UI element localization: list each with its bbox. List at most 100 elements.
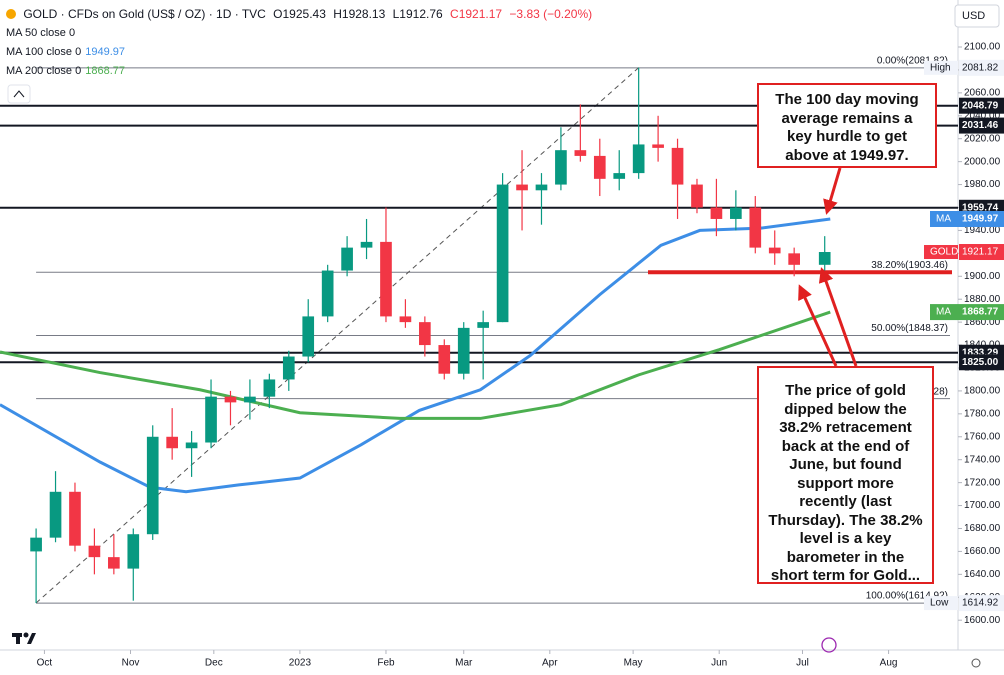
candle-body [768,247,781,254]
moving-average [0,310,831,420]
candle-body [788,253,800,265]
candle-body [457,327,470,374]
y-tick-label: 1600.00 [964,615,1001,626]
arrow [818,267,858,367]
price-tag-name: Low [930,598,949,609]
fib-label: 50.00%(1848.37) [871,323,948,334]
candle-body [341,247,353,271]
level-tag [959,117,1004,134]
candle-body [477,322,489,328]
candle-body [671,147,684,185]
y-tick-label: 1660.00 [964,546,1001,557]
candle-body [205,396,217,443]
ma-tag-bg [930,210,1004,227]
x-tick-label: Feb [377,658,395,669]
price-tag-name-bg [924,245,958,260]
level-label: 2031.46 [962,120,999,131]
candle-body [224,396,237,403]
level-label: 1959.74 [962,202,999,213]
x-tick-label: Dec [205,658,223,669]
legend-ma50: MA 50 close 0 [6,27,79,39]
y-tick-label: 2000.00 [964,156,1001,167]
y-tick-label: 2020.00 [964,133,1001,144]
candle-body [749,207,762,248]
arrow [798,284,838,367]
candle-body [438,345,451,374]
ma-tag: MA [936,214,951,225]
price-tag-bg [959,59,1004,76]
candle-body [146,436,159,535]
candle-body [321,270,334,317]
price-tag-bg [959,595,1004,612]
collapse-button[interactable] [7,84,31,104]
candle-body [108,557,120,569]
moving-average [0,217,831,494]
legend-value: 1949.97 [85,46,125,58]
candle-body [127,534,140,569]
candle-body [419,322,431,346]
legend-ma100: MA 100 close 0 1949.97 [6,46,129,58]
legend-label: MA 200 close 0 [6,65,82,77]
currency-button[interactable] [954,4,1000,28]
x-tick-label: May [624,658,643,669]
ma-value: 1868.77 [962,307,999,318]
legend-ma200: MA 200 close 0 1868.77 [6,65,129,77]
annotation: The price of gold dipped below the 38.2%… [757,366,934,584]
y-tick-label: 1680.00 [964,523,1001,534]
y-tick-label: 1740.00 [964,454,1001,465]
close: C1921.17 [450,7,503,21]
symbol: GOLD · CFDs on Gold (US$ / OZ) · 1D · TV… [23,7,266,21]
price-tag: 1921.17 [962,247,999,258]
annotation: The 100 day moving average remains a key… [757,83,937,168]
candle-body [399,316,412,323]
open: O1925.43 [273,7,326,21]
level-label: 2048.79 [962,100,999,111]
candle-body [380,241,392,317]
y-tick-label: 1700.00 [964,500,1001,511]
fib-label: 100.00%(1614.92) [866,591,948,602]
symbol-header: GOLD · CFDs on Gold (US$ / OZ) · 1D · TV… [6,7,596,21]
x-tick-label: Aug [880,658,898,669]
collapse-icon [13,90,25,98]
y-tick-label: 1900.00 [964,271,1001,282]
level-tag [959,97,1004,114]
candle-body [613,173,626,179]
candle-body [535,184,548,191]
x-tick-label: Jun [711,658,727,669]
legend-label: MA 100 close 0 [6,46,82,58]
x-tick-label: Mar [455,658,473,669]
candle-body [730,207,742,219]
x-tick-label: Apr [542,658,558,669]
low: L1912.76 [392,7,443,21]
price-tag: 1614.92 [962,598,999,609]
candle-body [263,379,276,397]
price-tag-name: High [930,62,951,73]
y-tick-label: 1860.00 [964,317,1001,328]
fib-label: 38.20%(1903.46) [871,260,948,271]
candle-body [282,356,295,380]
event-icon[interactable] [821,637,837,653]
candle-body [244,396,256,403]
y-tick-label: 1800.00 [964,386,1001,397]
y-tick-label: 1720.00 [964,477,1001,488]
y-tick-label: 2100.00 [964,42,1001,53]
y-tick-label: 1640.00 [964,569,1001,580]
y-tick-label: 1780.00 [964,408,1001,419]
y-tick-label: 2060.00 [964,87,1001,98]
candle-body [632,144,645,174]
ma-tag: MA [936,307,951,318]
x-tick-label: Jul [796,658,809,669]
x-tick-label: 2023 [289,658,312,669]
candle-body [166,436,178,449]
price-tag-name-bg [924,596,958,611]
x-tick-label: Oct [37,658,53,669]
ma-value: 1949.97 [962,214,999,225]
level-label: 1833.29 [962,347,999,358]
y-tick-label: 1980.00 [964,179,1001,190]
candle-body [818,252,831,265]
candle-body [555,150,567,185]
settings-icon[interactable] [971,658,981,668]
candle-body [69,491,81,546]
